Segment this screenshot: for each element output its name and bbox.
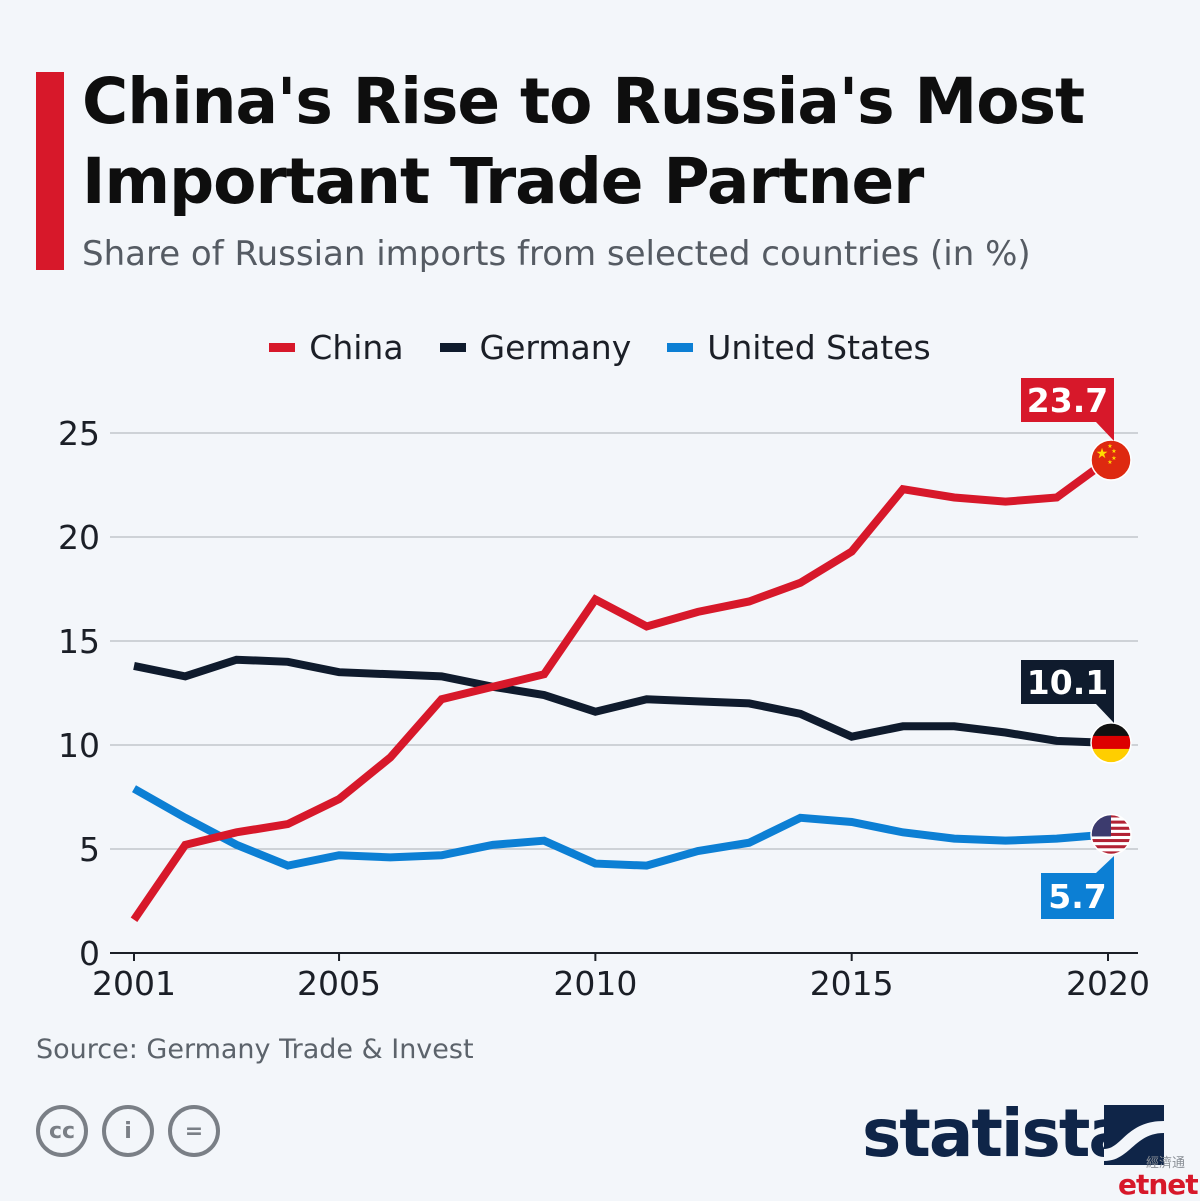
- series-line-united-states: [132, 785, 1109, 870]
- title-accent-bar: [36, 72, 64, 270]
- series-line-germany: [133, 655, 1109, 747]
- end-value-label: 23.7: [1027, 381, 1108, 420]
- y-tick-label: 25: [58, 414, 100, 453]
- china-flag-body: ★ ★★★★: [1091, 440, 1131, 481]
- callout-box: [1021, 378, 1114, 422]
- flag-star: ★: [1096, 446, 1109, 462]
- y-tick-label: 5: [79, 830, 100, 869]
- legend-item-china: China: [269, 328, 404, 367]
- legend-swatch-united-states: [667, 343, 694, 352]
- statista-logo[interactable]: statista: [862, 1095, 1133, 1172]
- etnet-watermark: etnet: [1118, 1168, 1199, 1201]
- y-tick-label: 0: [79, 934, 100, 973]
- end-value-label: 10.1: [1027, 663, 1108, 702]
- chart-subtitle: Share of Russian imports from selected c…: [82, 234, 1031, 274]
- flag-border: [1090, 722, 1132, 764]
- legend-label-china: China: [309, 328, 404, 367]
- callout-pointer: [1096, 856, 1114, 873]
- y-tick-label: 20: [58, 518, 100, 557]
- flag-stripe: [1091, 839, 1131, 843]
- flag-stripe: [1091, 845, 1131, 849]
- legend-label-germany: Germany: [479, 328, 632, 367]
- x-tick-label: 2001: [92, 964, 176, 1003]
- flag-stripe-black: [1091, 722, 1131, 737]
- source-note: Source: Germany Trade & Invest: [36, 1034, 474, 1065]
- legend: China Germany United States: [0, 328, 1200, 367]
- callout-pointer: [1096, 704, 1114, 723]
- flag-stripe: [1091, 842, 1131, 846]
- y-tick-label: 10: [58, 726, 100, 765]
- x-tick-label: 2015: [810, 964, 894, 1003]
- flag-stripe: [1091, 848, 1131, 852]
- callout-box: [1041, 873, 1114, 919]
- germany-flag: [1090, 722, 1132, 764]
- flag-field: [1091, 440, 1131, 481]
- legend-label-united-states: United States: [707, 328, 931, 367]
- x-tick-label: 2020: [1066, 964, 1150, 1003]
- flag-small-star: ★: [1107, 443, 1112, 450]
- chart-title: China's Rise to Russia's Most Important …: [82, 65, 1085, 218]
- flag-stripe: [1091, 851, 1131, 855]
- legend-item-germany: Germany: [439, 328, 632, 367]
- flag-small-star: ★: [1107, 459, 1112, 466]
- creative-commons-icon[interactable]: cc: [36, 1105, 88, 1157]
- legend-swatch-germany: [439, 343, 466, 352]
- china-flag: ★ ★★★★: [1090, 439, 1132, 481]
- legend-swatch-china: [269, 343, 296, 352]
- series-line-china: [130, 456, 1111, 922]
- flag-small-star: ★: [1111, 448, 1116, 455]
- license-icons: cc i =: [36, 1105, 220, 1157]
- flag-border: [1090, 439, 1132, 481]
- x-tick-label: 2010: [553, 964, 637, 1003]
- callout-box: [1021, 660, 1114, 704]
- end-value-label: 5.7: [1048, 877, 1106, 916]
- us-flag: [1090, 813, 1132, 856]
- flag-border: [1090, 813, 1132, 856]
- flag-small-star: ★: [1111, 455, 1116, 462]
- y-tick-label: 15: [58, 622, 100, 661]
- no-derivatives-icon[interactable]: =: [168, 1105, 220, 1157]
- statista-logo-icon[interactable]: [1104, 1105, 1164, 1165]
- attribution-icon[interactable]: i: [102, 1105, 154, 1157]
- x-tick-label: 2005: [297, 964, 381, 1003]
- flag-stripe: [1091, 835, 1131, 840]
- flag-stripe-red: [1091, 735, 1131, 750]
- callout-pointer: [1096, 422, 1114, 441]
- watermark-cn: 經濟通: [1146, 1156, 1186, 1171]
- legend-item-united-states: United States: [667, 328, 931, 367]
- flag-stripe-gold: [1091, 748, 1131, 763]
